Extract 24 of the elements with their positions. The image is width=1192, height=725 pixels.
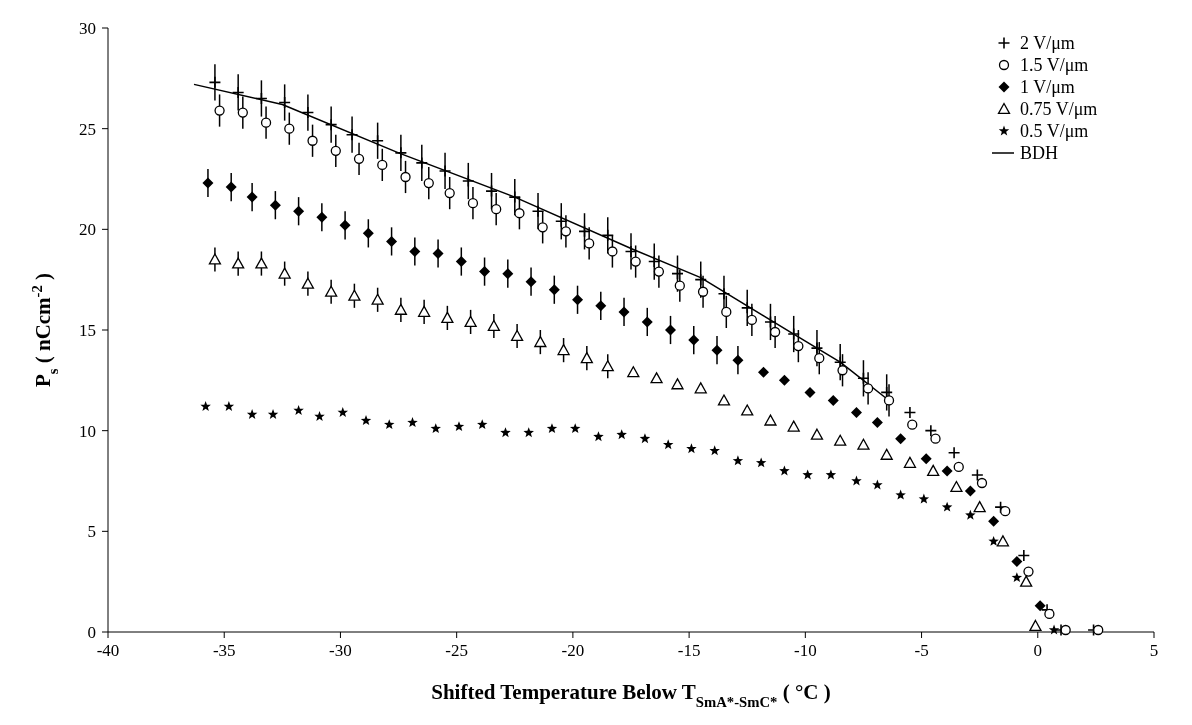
legend-label: BDH	[1020, 143, 1059, 163]
x-tick-label: -15	[677, 641, 701, 660]
x-tick-label: -40	[96, 641, 120, 660]
legend-label: 1 V/μm	[1020, 77, 1075, 97]
x-tick-label: 0	[1033, 641, 1043, 660]
y-tick-label: 25	[79, 119, 96, 139]
y-tick-label: 5	[87, 522, 96, 542]
y-tick-label: 15	[79, 321, 96, 340]
x-tick-label: -5	[914, 641, 929, 660]
x-tick-label: -10	[794, 641, 817, 660]
y-tick-label: 0	[87, 623, 96, 642]
x-tick-label: -20	[561, 641, 585, 660]
legend-label: 1.5 V/μm	[1020, 55, 1089, 75]
legend-label: 2 V/μm	[1020, 33, 1075, 53]
x-axis-title: Shifted Temperature Below T$_{SmA*-SmC*}$ ( °C )	[431, 680, 831, 710]
x-tick-label: -35	[212, 641, 236, 660]
legend-label: 0.5 V/μm	[1020, 121, 1089, 141]
y-tick-label: 30	[79, 19, 96, 38]
y-tick-label: 10	[79, 421, 96, 441]
y-tick-label: 20	[79, 220, 96, 240]
x-tick-label: -25	[445, 641, 468, 660]
x-tick-label: -30	[329, 641, 352, 660]
x-tick-label: 5	[1149, 641, 1159, 660]
legend-label: 0.75 V/μm	[1020, 99, 1098, 119]
